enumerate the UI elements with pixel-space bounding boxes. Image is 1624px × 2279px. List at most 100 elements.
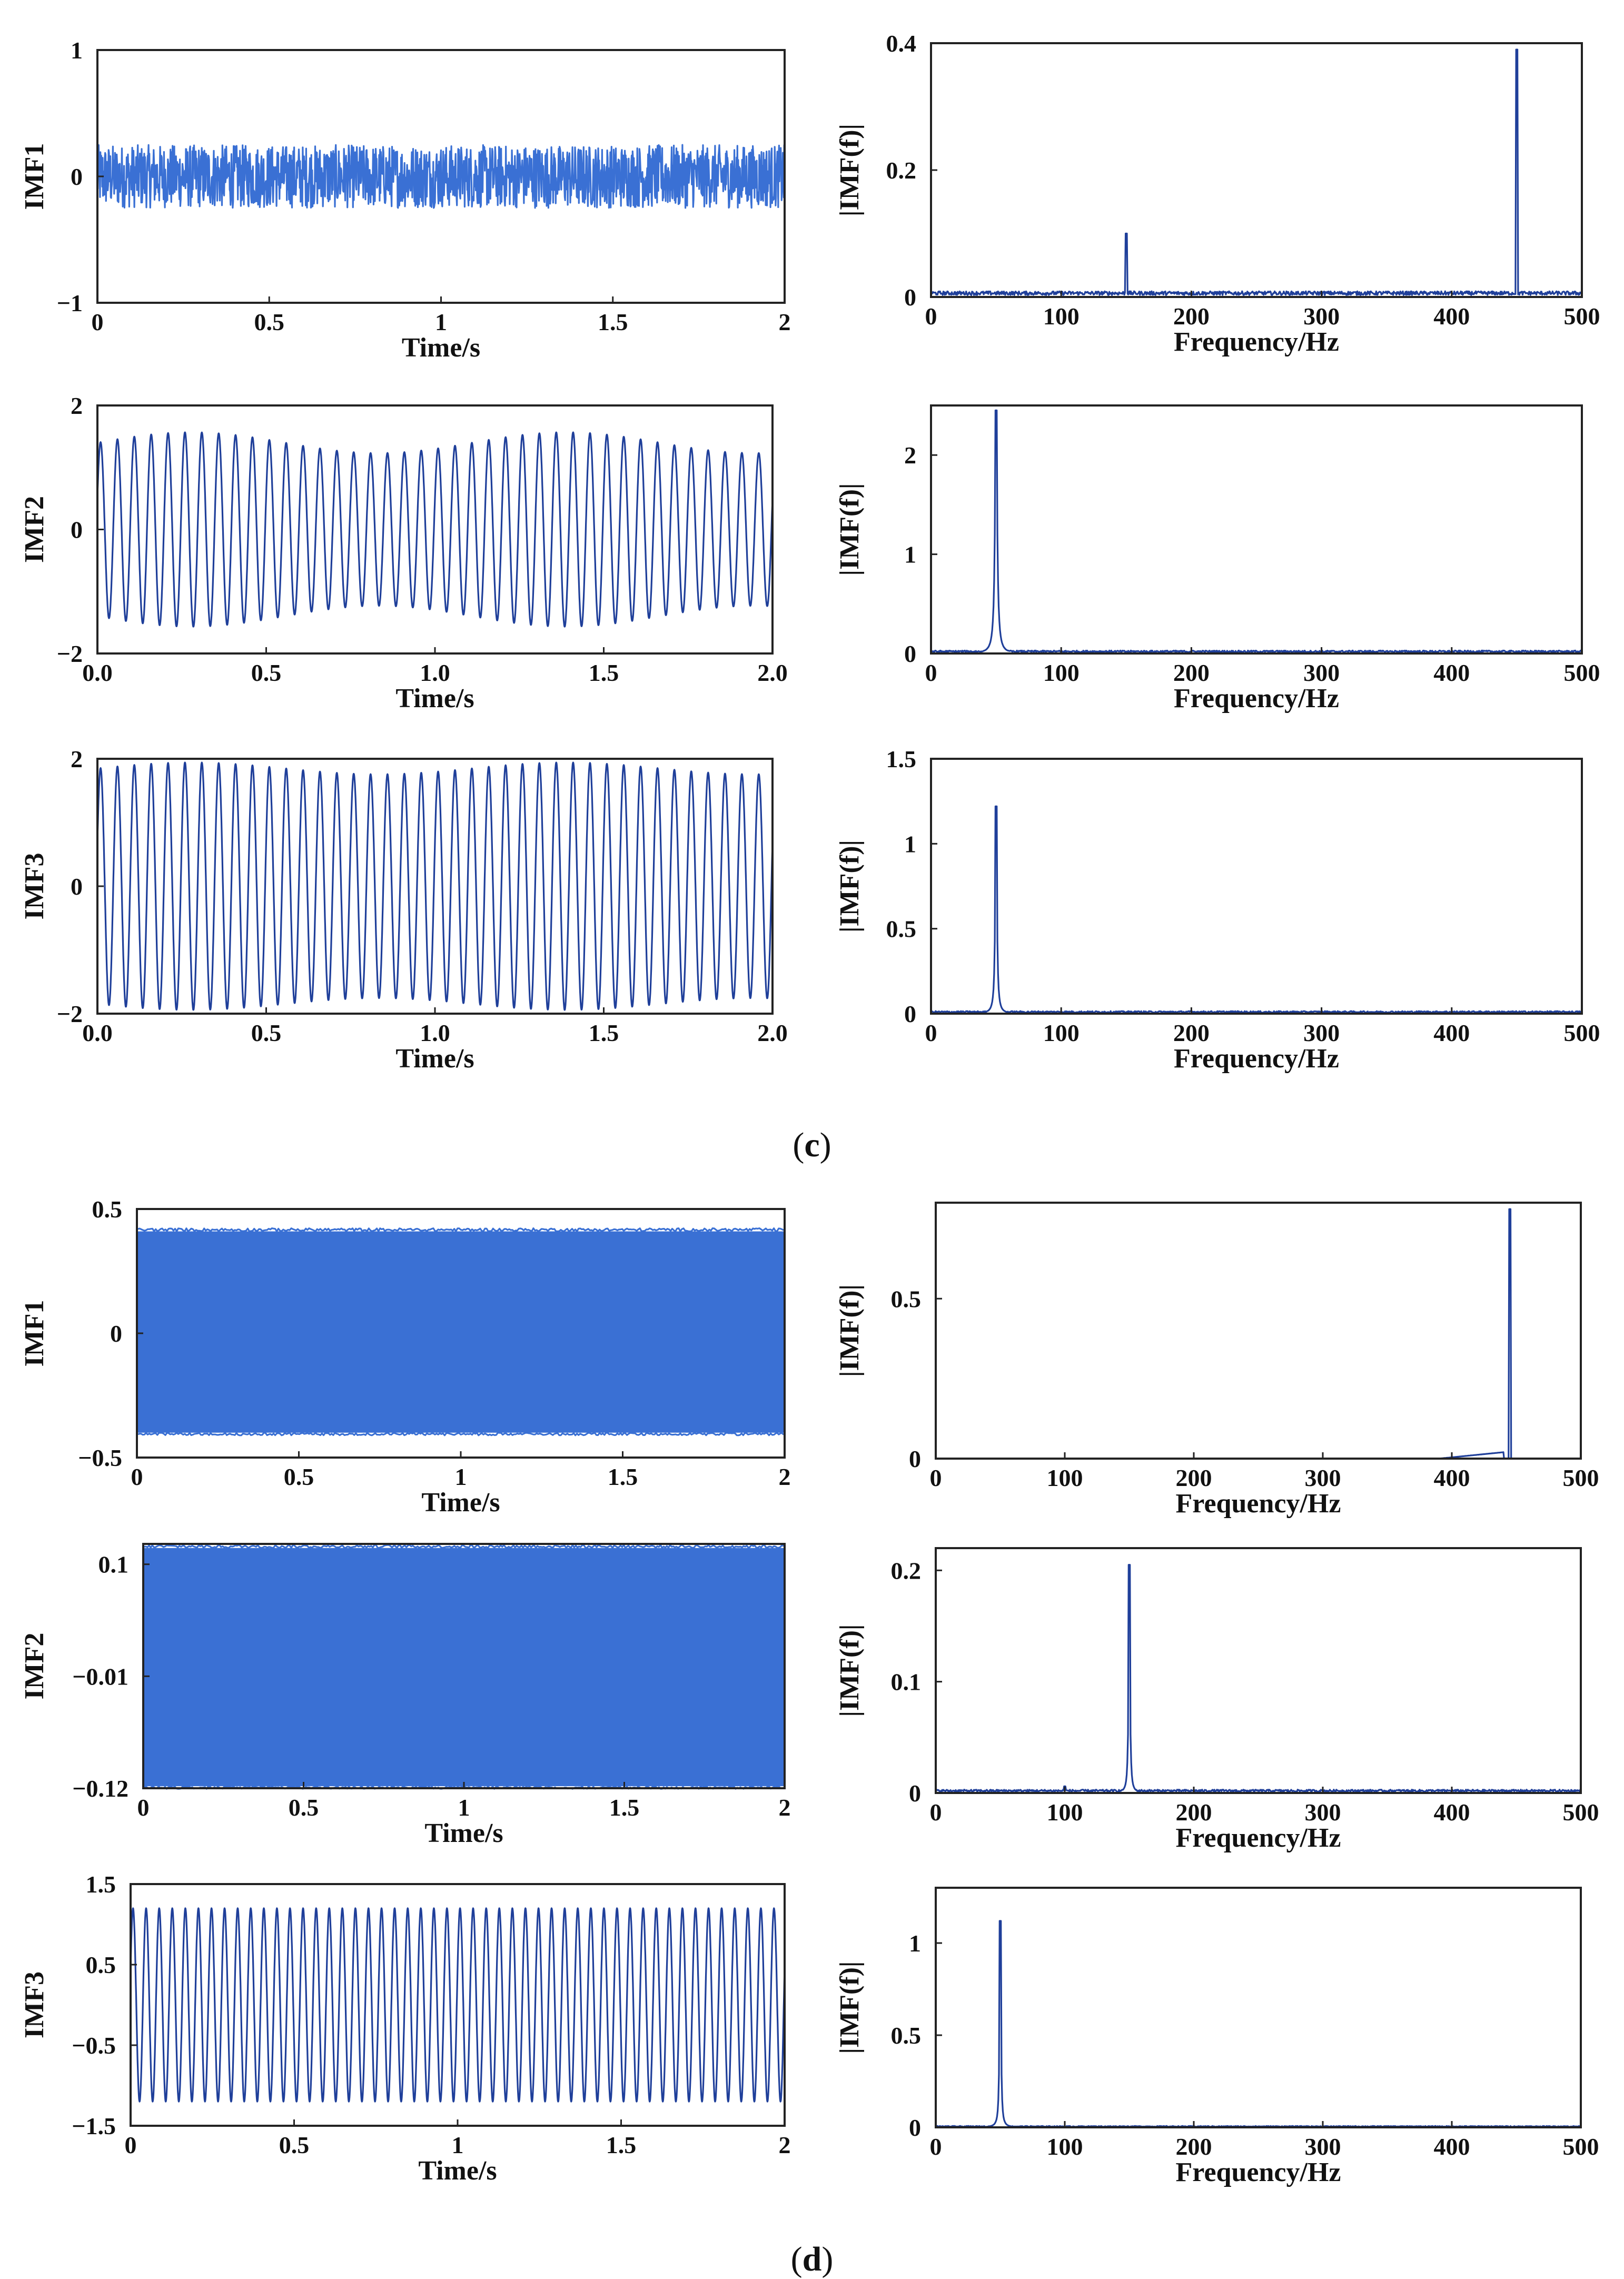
y-tick-label: 1 <box>904 541 916 568</box>
x-tick-label: 0.5 <box>289 1794 319 1821</box>
x-tick-label: 0 <box>925 659 937 686</box>
plot-frame <box>935 1887 1582 2128</box>
peak-point <box>999 1920 1001 1922</box>
x-tick-label: 0 <box>930 1799 942 1826</box>
y-axis-title: |IMF(f)| <box>835 124 865 216</box>
x-tick-label: 2.0 <box>757 659 788 686</box>
x-tick-label: 100 <box>1043 659 1080 686</box>
x-tick-label: 400 <box>1434 1799 1470 1826</box>
y-tick-label: −0.01 <box>72 1663 128 1690</box>
y-tick-label: 0.2 <box>891 1557 922 1584</box>
y-tick-label: 0 <box>904 640 916 667</box>
y-tick-label: 0 <box>909 2114 921 2141</box>
x-tick-label: 0.0 <box>82 659 113 686</box>
y-axis-title: |IMF(f)| <box>835 1961 865 2054</box>
peak-point <box>1509 1208 1511 1210</box>
y-tick-label: −0.12 <box>72 1775 128 1802</box>
x-tick-label: 1.5 <box>608 1463 638 1490</box>
y-tick-label: 0 <box>904 284 916 311</box>
x-tick-label: 500 <box>1563 1799 1599 1826</box>
x-tick-label: 0.5 <box>254 309 285 335</box>
chart-c-imf2-time: 0.0 0.5 1.0 1.5 2.0 2 0 −2 Time/s IMF2 <box>19 392 788 714</box>
x-tick-label: 200 <box>1176 1464 1212 1491</box>
x-tick-label: 200 <box>1173 1019 1210 1046</box>
y-tick-label: −2 <box>57 640 83 667</box>
x-tick-label: 0 <box>930 1464 942 1491</box>
x-tick-label: 0 <box>925 303 937 330</box>
x-tick-label: 2 <box>779 1463 791 1490</box>
x-tick-label: 500 <box>1563 1464 1599 1491</box>
x-tick-label: 0 <box>92 309 104 335</box>
y-tick-label: 0.5 <box>92 1196 123 1223</box>
x-axis-title: Time/s <box>402 333 480 363</box>
y-tick-label: −1 <box>57 290 83 316</box>
x-tick-label: 1.5 <box>598 309 628 335</box>
y-tick-label: 0 <box>110 1320 122 1347</box>
x-tick-label: 400 <box>1434 2133 1470 2160</box>
y-tick-label: 2 <box>904 442 916 469</box>
x-tick-label: 1.0 <box>420 659 450 686</box>
y-axis-title: |IMF(f)| <box>835 483 865 576</box>
series-line <box>96 431 774 628</box>
x-tick-label: 1 <box>435 309 447 335</box>
y-axis-title: |IMF(f)| <box>835 1284 865 1377</box>
chart-c-imf3-spectrum: 0 100 200 300 400 500 1.5 1 0.5 0 Frequency/Hz |IMF… <box>835 746 1600 1074</box>
x-tick-label: 500 <box>1564 1019 1600 1046</box>
x-tick-label: 100 <box>1043 1019 1080 1046</box>
x-tick-label: 100 <box>1047 1799 1083 1826</box>
chart-c-imf1-spectrum: 0 100 200 300 400 500 0.4 0.2 0 Frequency/Hz |IMF(… <box>835 30 1600 357</box>
x-tick-label: 1 <box>455 1463 467 1490</box>
x-tick-label: 300 <box>1303 303 1340 330</box>
chart-d-imf2-spectrum: 0 100 200 300 400 500 0.2 0.1 0 Frequency/Hz |IMF(… <box>835 1547 1599 1853</box>
x-axis-title: Frequency/Hz <box>1176 2157 1341 2187</box>
x-axis-title: Time/s <box>424 1818 503 1848</box>
series-line <box>930 805 1583 1014</box>
y-axis-title: IMF1 <box>19 1300 49 1366</box>
panel-label-d: (d) <box>791 2240 834 2278</box>
y-axis-title: |IMF(f)| <box>835 840 865 933</box>
x-tick-label: 1.0 <box>420 1019 450 1046</box>
series-line <box>935 1564 1582 1793</box>
y-tick-label: 2 <box>71 392 83 419</box>
chart-d-imf3-time: 0 0.5 1 1.5 2 1.5 0.5 −0.5 −1.5 Time/s IMF3 <box>19 1871 791 2186</box>
series-line <box>96 144 786 209</box>
y-tick-label: 1.5 <box>86 1871 116 1898</box>
x-tick-label: 200 <box>1173 303 1210 330</box>
x-axis-title: Frequency/Hz <box>1176 1823 1341 1853</box>
x-tick-label: 300 <box>1305 2133 1341 2160</box>
series-line <box>930 48 1582 296</box>
plot-frame <box>930 404 1583 655</box>
y-axis-title: IMF3 <box>19 1971 49 2038</box>
chart-d-imf3-spectrum: 0 100 200 300 400 500 1 0.5 0 Frequency/Hz |IMF(f)… <box>835 1887 1599 2187</box>
y-tick-label: 0 <box>909 1780 921 1807</box>
y-tick-label: −2 <box>57 1000 83 1027</box>
x-tick-label: 400 <box>1433 659 1470 686</box>
y-tick-label: 0 <box>904 1000 916 1027</box>
x-tick-label: 400 <box>1433 303 1470 330</box>
chart-c-imf2-spectrum: 0 100 200 300 400 500 2 1 0 Frequency/Hz |IMF(f)| <box>835 404 1600 714</box>
chart-c-imf3-time: 0.0 0.5 1.0 1.5 2.0 2 0 −2 Time/s IMF3 <box>19 746 788 1074</box>
peak-point <box>1125 233 1127 234</box>
x-tick-label: 500 <box>1563 2133 1599 2160</box>
plot-frame <box>935 1202 1582 1460</box>
y-tick-label: 0 <box>71 517 83 543</box>
y-axis-title: IMF2 <box>19 1632 49 1699</box>
y-tick-label: −0.5 <box>72 2032 116 2059</box>
x-tick-label: 400 <box>1434 1464 1470 1491</box>
x-axis-title: Frequency/Hz <box>1174 327 1339 357</box>
series-line <box>930 409 1582 653</box>
x-tick-label: 1.5 <box>589 659 619 686</box>
x-axis-title: Frequency/Hz <box>1176 1489 1341 1519</box>
x-tick-label: 500 <box>1564 303 1600 330</box>
peak-point <box>995 805 997 807</box>
x-tick-label: 1.5 <box>606 2132 637 2158</box>
signal-band-top-edge <box>137 1227 784 1233</box>
x-tick-label: 300 <box>1305 1799 1341 1826</box>
y-tick-label: 0.5 <box>886 916 917 943</box>
x-axis-title: Time/s <box>395 683 474 714</box>
x-tick-label: 1 <box>452 2132 464 2158</box>
x-axis-title: Time/s <box>418 2156 497 2186</box>
x-tick-label: 0 <box>925 1019 937 1046</box>
y-tick-label: 0 <box>909 1445 921 1472</box>
x-tick-label: 2 <box>779 309 791 335</box>
